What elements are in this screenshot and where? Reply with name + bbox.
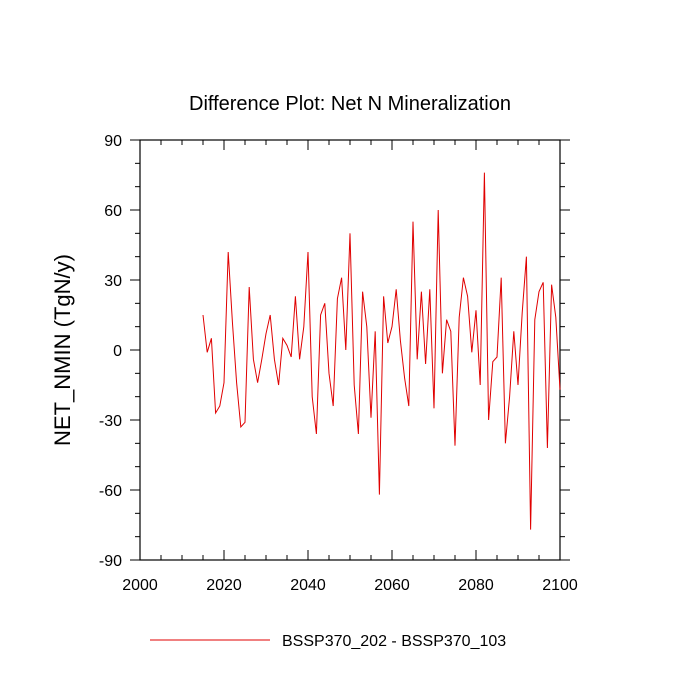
y-tick-label: -30 <box>99 413 122 430</box>
y-tick-label: -90 <box>99 553 122 570</box>
x-tick-label: 2100 <box>542 577 578 594</box>
series-lines <box>202 172 561 530</box>
x-tick-label: 2060 <box>374 577 410 594</box>
series-line-0 <box>202 172 561 530</box>
y-axis-label: NET_NMIN (TgN/y) <box>50 254 75 446</box>
x-tick-label: 2020 <box>206 577 242 594</box>
x-tick-label: 2000 <box>122 577 158 594</box>
y-tick-label: 60 <box>104 203 122 220</box>
legend-label: BSSP370_202 - BSSP370_103 <box>282 633 506 650</box>
x-tick-label: 2040 <box>290 577 326 594</box>
chart-title: Difference Plot: Net N Mineralization <box>189 93 511 115</box>
y-tick-label: 0 <box>113 343 122 360</box>
y-tick-label: 30 <box>104 273 122 290</box>
x-tick-label: 2080 <box>458 577 494 594</box>
axis-tick-labels: 2000 2020 2040 2060 2080 2100 -90 -60 -30 0 30 60 90 <box>99 133 578 594</box>
y-tick-label: 90 <box>104 133 122 150</box>
legend: BSSP370_202 - BSSP370_103 <box>150 633 506 650</box>
axis-ticks <box>130 139 570 561</box>
y-tick-label: -60 <box>99 483 122 500</box>
